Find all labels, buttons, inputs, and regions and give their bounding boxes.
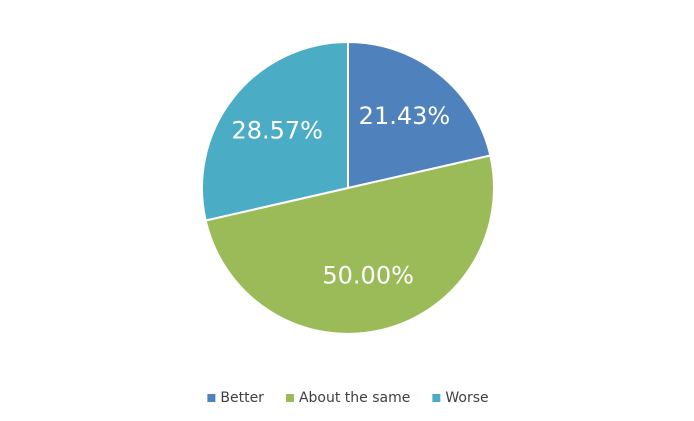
legend-marker	[285, 394, 294, 402]
pie-slice	[201, 40, 349, 222]
pie-slice	[347, 40, 492, 190]
legend-text: Worse	[445, 390, 488, 406]
legend-marker	[207, 394, 216, 402]
legend-text: Better	[220, 390, 264, 406]
slice-label: 50.00%	[322, 261, 414, 289]
legend-text: About the same	[299, 390, 410, 406]
pie-slice	[204, 154, 495, 335]
slice-label: 28.57%	[231, 117, 323, 145]
slice-label: 21.43%	[359, 102, 451, 130]
legend-marker	[432, 394, 441, 402]
